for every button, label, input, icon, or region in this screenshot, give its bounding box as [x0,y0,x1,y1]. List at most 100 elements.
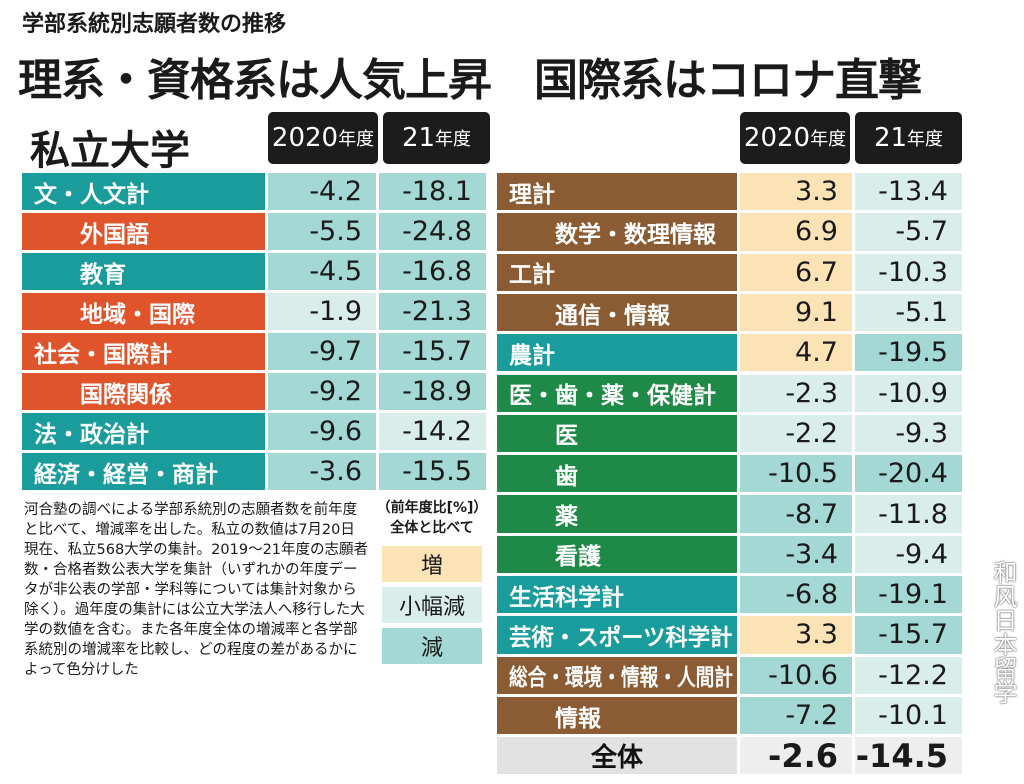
value-v2020: -1.9 [268,293,376,330]
row-label: 国際関係 [22,373,265,410]
row-label: 総合・環境・情報・人間計 [497,656,737,694]
table-row: 法・政治計 -9.6 -14.2 [22,413,486,450]
value-v2020: -4.2 [268,173,376,210]
value-v2020: -9.7 [268,333,376,370]
value-v2020: 6.7 [740,253,852,291]
value-v2020: -6.8 [740,576,852,614]
row-label: 文・人文計 [22,173,265,210]
value-v2020: -5.5 [268,213,376,250]
value-v21: -24.8 [379,213,486,250]
header-year: 2020 [743,123,811,153]
watermark: 和风日本留学 [989,560,1017,704]
value-v21: -10.1 [855,696,962,735]
value-v2020: -7.2 [740,696,852,735]
value-v21: -21.3 [379,293,486,330]
section-title: 私立大学 [30,128,190,174]
value-v21: -10.9 [855,374,962,412]
headline: 理系・資格系は人気上昇 国際系はコロナ直撃 [18,55,922,106]
table-row: 地域・国際 -1.9 -21.3 [22,293,486,330]
header-suffix: 年度 [338,129,375,150]
value-v2020: -3.6 [268,453,376,490]
value-v2020: 9.1 [740,293,852,332]
table-row: 総合・環境・情報・人間計 -10.6 -12.2 [497,656,962,694]
row-label: 情報 [497,696,737,735]
row-label-text: 理計 [509,181,555,208]
table-row: 国際関係 -9.2 -18.9 [22,373,486,410]
row-label-text: 地域・国際 [80,301,195,328]
row-label-text: 工計 [509,262,555,289]
row-label: 生活科学計 [497,576,737,614]
header-suffix: 年度 [435,129,472,150]
value-v21: -13.4 [855,173,962,211]
row-label-text: 通信・情報 [555,302,670,329]
value-v2020: -2.6 [740,737,852,775]
row-label: 地域・国際 [22,293,265,330]
row-label-text: 外国語 [80,221,149,248]
table-row: 看護 -3.4 -9.4 [497,535,962,573]
row-label-text: 歯 [555,463,578,490]
row-label: 農計 [497,334,737,372]
row-label: 法・政治計 [22,413,265,450]
legend-small-decrease: 小幅減 [382,587,482,623]
row-label: 教育 [22,253,265,290]
value-v21: -14.2 [379,413,486,450]
table-row: 医・歯・薬・保健計 -2.3 -10.9 [497,374,962,412]
row-label-text: 文・人文計 [34,181,149,208]
value-v2020: -2.2 [740,414,852,453]
row-label: 全体 [497,737,737,775]
table-row: 数学・数理情報 6.9 -5.7 [497,213,962,251]
legend-decrease: 減 [382,628,482,664]
value-v21: -18.1 [379,173,486,210]
value-v2020: -10.6 [740,656,852,694]
value-v21: -20.4 [855,455,962,493]
row-label: 歯 [497,455,737,493]
table-row: 社会・国際計 -9.7 -15.7 [22,333,486,370]
value-v21: -5.7 [855,213,962,251]
table-row: 農計 4.7 -19.5 [497,334,962,372]
value-v21: -15.5 [379,453,486,490]
row-label-text: 総合・環境・情報・人間計 [509,665,733,692]
row-label-text: 国際関係 [80,381,172,408]
table-row: 歯 -10.5 -20.4 [497,455,962,493]
header-21-left: 21 年度 [383,112,490,164]
header-suffix: 年度 [907,129,944,150]
table-row: 教育 -4.5 -16.8 [22,253,486,290]
row-label: 通信・情報 [497,293,737,332]
legend-increase: 増 [382,546,482,582]
value-v2020: 3.3 [740,173,852,211]
row-label: 社会・国際計 [22,333,265,370]
value-v2020: -9.2 [268,373,376,410]
legend-title-line2: 全体と比べて [390,520,474,536]
row-label-text: 生活科学計 [509,584,624,611]
row-label-text: 社会・国際計 [34,341,172,368]
row-label: 理計 [497,173,737,211]
value-v21: -5.1 [855,293,962,332]
value-v2020: -10.5 [740,455,852,493]
table-row: 全体 -2.6 -14.5 [497,737,962,775]
value-v21: -15.7 [379,333,486,370]
value-v21: -19.5 [855,334,962,372]
row-label: 工計 [497,253,737,291]
value-v21: -16.8 [379,253,486,290]
row-label-text: 情報 [555,705,601,732]
value-v21: -9.3 [855,414,962,453]
table-row: 文・人文計 -4.2 -18.1 [22,173,486,210]
value-v2020: -3.4 [740,535,852,573]
value-v2020: -2.3 [740,374,852,412]
value-v2020: -8.7 [740,495,852,533]
value-v21: -14.5 [855,737,962,775]
value-v2020: 6.9 [740,213,852,251]
row-label-text: 医・歯・薬・保健計 [509,383,716,410]
row-label-text: 芸術・スポーツ科学計 [509,624,733,651]
table-row: 通信・情報 9.1 -5.1 [497,293,962,332]
header-2020-left: 2020 年度 [268,112,378,164]
row-label-text: 看護 [555,544,601,571]
subtitle: 学部系統別志願者数の推移 [22,12,287,37]
footnote: 河合塾の調べによる学部系統別の志願者数を前年度と比べて、増減率を出した。私立の数… [24,502,369,678]
table-row: 理計 3.3 -13.4 [497,173,962,211]
header-suffix: 年度 [810,129,847,150]
table-row: 外国語 -5.5 -24.8 [22,213,486,250]
value-v2020: -4.5 [268,253,376,290]
value-v2020: 4.7 [740,334,852,372]
header-year: 21 [873,123,908,153]
